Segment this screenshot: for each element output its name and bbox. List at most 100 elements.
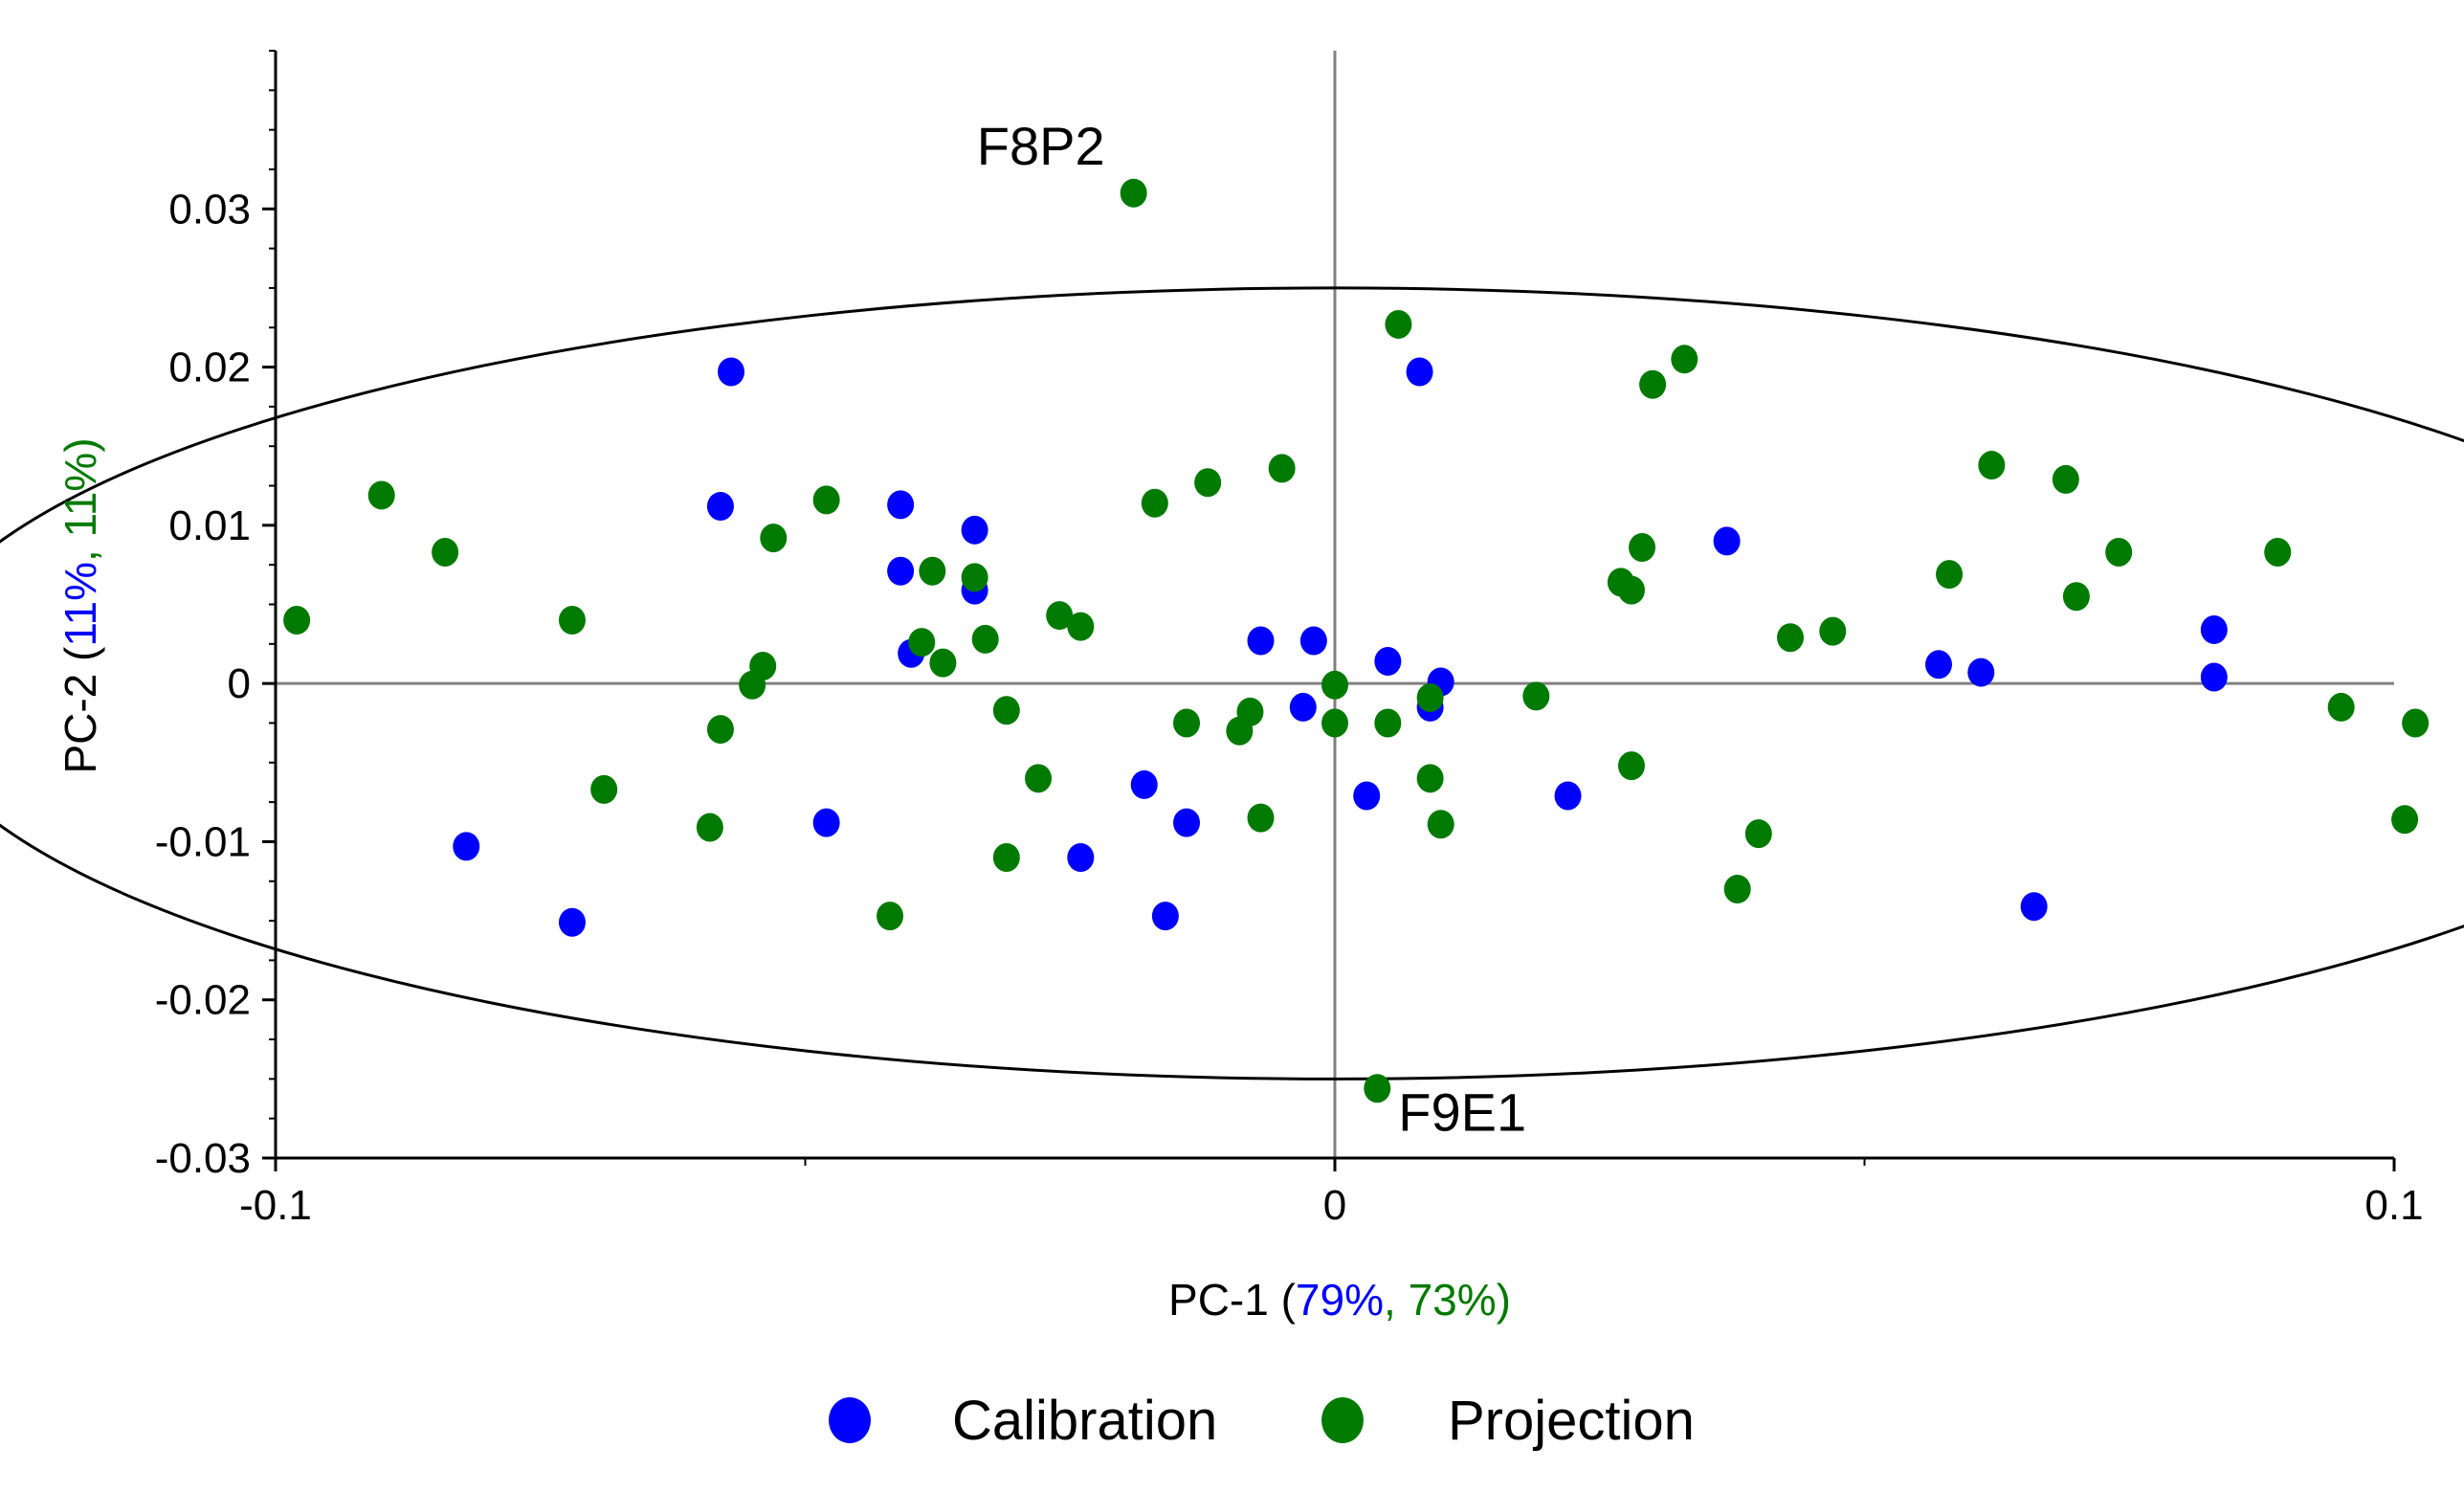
projection-point <box>1364 1074 1391 1103</box>
projection-point <box>1522 681 1550 711</box>
calibration-point <box>706 492 734 522</box>
projection-point <box>367 480 395 510</box>
legend-label-projection: Projection <box>1448 1390 1695 1452</box>
projection-point <box>1978 451 2006 480</box>
projection-point <box>812 485 840 515</box>
projection-point <box>1321 708 1348 738</box>
x-axis-title: PC-1 (79%, 73%) <box>1168 1275 1511 1325</box>
projection-point <box>2062 582 2090 612</box>
projection-point <box>2327 692 2355 722</box>
projection-point <box>992 842 1020 872</box>
projection-point <box>961 563 988 592</box>
calibration-point <box>1173 808 1201 837</box>
calibration-point <box>718 357 745 387</box>
calibration-point <box>1967 657 1995 687</box>
projection-point <box>590 774 618 804</box>
calibration-point <box>1151 902 1179 931</box>
projection-point <box>1120 178 1147 208</box>
projection-point <box>558 606 586 635</box>
calibration-point <box>1353 781 1381 811</box>
data-points <box>283 178 2430 1103</box>
calibration-point <box>887 556 915 586</box>
projection-point <box>1936 560 1964 590</box>
projection-point <box>971 624 999 654</box>
projection-point <box>929 648 957 678</box>
projection-point <box>1416 683 1444 713</box>
projection-point <box>760 524 788 553</box>
projection-point <box>1385 309 1412 339</box>
projection-point <box>1236 697 1264 726</box>
projection-point <box>1777 623 1805 653</box>
projection-point <box>877 902 904 931</box>
projection-point <box>2402 708 2430 738</box>
calibration-point <box>2200 614 2228 644</box>
projection-point <box>2391 805 2419 835</box>
projection-point <box>992 696 1020 725</box>
x-axis-title-sep: , <box>1384 1275 1409 1325</box>
legend: Calibration Projection <box>829 1390 1695 1452</box>
y-axis-title-suffix: ) <box>55 437 105 452</box>
x-tick-label: -0.1 <box>239 1182 312 1229</box>
projection-point <box>1629 532 1656 562</box>
calibration-point <box>1299 626 1327 656</box>
calibration-point <box>1067 842 1095 872</box>
projection-point <box>696 813 723 842</box>
projection-point <box>2105 537 2133 567</box>
annotations: F8P2F1B2F9E1 <box>977 116 1526 1143</box>
projection-point <box>1374 708 1402 738</box>
axes: -0.03 -0.02 -0.01 0 0.01 0.02 0.03 -0.1 0 0.1 <box>155 50 2424 1229</box>
projection-point <box>908 628 936 657</box>
legend-item-projection: Projection <box>1321 1390 1695 1452</box>
y-axis-title-prefix: PC-2 ( <box>55 646 105 774</box>
calibration-point <box>558 907 586 937</box>
calibration-point <box>1713 526 1741 556</box>
legend-marker-projection <box>1321 1397 1364 1443</box>
calibration-point <box>812 808 840 837</box>
y-axis-title-sep: , <box>55 537 105 562</box>
projection-point <box>283 606 311 635</box>
projection-point <box>432 537 459 567</box>
confidence-ellipse-layer <box>0 286 2464 1081</box>
projection-point <box>1416 764 1444 793</box>
projection-point <box>1427 810 1454 839</box>
projection-point <box>1671 345 1698 374</box>
projection-point <box>1194 468 1222 498</box>
y-axis-title-projection: 11% <box>55 453 105 538</box>
projection-point <box>1247 803 1275 833</box>
x-tick-label: 0.1 <box>2364 1182 2423 1229</box>
projection-point <box>2052 464 2079 494</box>
y-tick-label: 0.01 <box>168 502 251 549</box>
projection-point <box>919 556 946 586</box>
y-tick-label: 0 <box>228 660 251 707</box>
calibration-point <box>1924 650 1952 680</box>
projection-point <box>739 670 766 700</box>
y-tick-label: -0.03 <box>155 1135 251 1182</box>
calibration-point <box>887 490 915 520</box>
projection-point <box>1067 612 1095 641</box>
calibration-point <box>1247 626 1275 656</box>
projection-point <box>1617 751 1645 781</box>
x-axis-title-projection: 73% <box>1409 1275 1497 1325</box>
projection-point <box>1173 708 1201 738</box>
annotation-label-f8p2: F8P2 <box>977 116 1105 176</box>
calibration-point <box>961 515 988 545</box>
projection-point <box>1321 670 1348 700</box>
y-tick-label: 0.02 <box>168 345 251 391</box>
legend-marker-calibration <box>829 1397 871 1443</box>
projection-point <box>1141 488 1168 518</box>
calibration-point <box>453 832 480 861</box>
y-axis-title-calibration: 11% <box>55 562 105 647</box>
projection-point <box>1268 454 1296 483</box>
y-tick-label: 0.03 <box>168 186 251 233</box>
legend-label-calibration: Calibration <box>952 1390 1217 1452</box>
x-axis-title-calibration: 79% <box>1296 1275 1384 1325</box>
projection-point <box>1723 875 1751 904</box>
x-tick-label: 0 <box>1323 1182 1346 1229</box>
projection-point <box>1617 575 1645 605</box>
calibration-point <box>2020 892 2048 922</box>
projection-point <box>1819 616 1847 646</box>
projection-point <box>1046 601 1074 631</box>
projection-point <box>1639 369 1667 399</box>
calibration-point <box>1554 781 1582 811</box>
